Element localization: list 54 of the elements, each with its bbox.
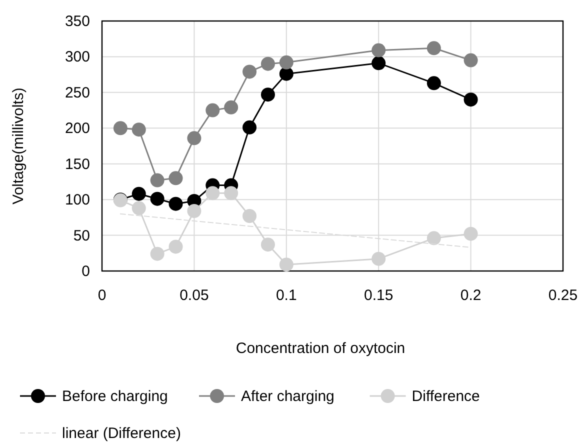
y-tick-label: 100	[64, 192, 90, 209]
x-tick-label: 0.1	[276, 287, 297, 304]
x-axis-title: Concentration of oxytocin	[236, 340, 406, 357]
y-tick-label: 350	[64, 13, 90, 30]
point	[113, 121, 128, 136]
y-axis-title: Voltage(millivolts)	[10, 88, 27, 204]
point	[132, 122, 146, 137]
y-tick-label: 300	[64, 48, 90, 66]
point	[464, 92, 478, 107]
point	[279, 55, 294, 70]
point	[168, 240, 183, 254]
y-tick-label: 0	[82, 263, 90, 280]
x-tick-label: 0	[98, 287, 106, 304]
point	[150, 192, 164, 206]
point	[279, 66, 294, 81]
point	[426, 41, 441, 56]
point	[168, 171, 183, 186]
point	[372, 252, 386, 266]
point	[168, 196, 183, 211]
x-tick-label: 0.05	[180, 287, 209, 304]
point	[464, 226, 478, 241]
y-tick-label: 150	[64, 156, 90, 173]
y-tick-label: 200	[64, 120, 90, 138]
legend-label: Before charging	[62, 388, 168, 405]
point	[206, 186, 220, 200]
point	[224, 100, 238, 114]
point	[260, 88, 275, 102]
x-tick-label: 0.15	[364, 287, 394, 304]
point	[426, 231, 441, 246]
point	[464, 53, 478, 68]
point	[242, 120, 257, 134]
point	[224, 186, 238, 200]
point	[150, 173, 164, 188]
legend-label: Difference	[412, 388, 480, 405]
x-tick-label: 0.25	[548, 287, 578, 304]
point	[187, 204, 202, 218]
point	[242, 209, 257, 223]
point	[426, 76, 441, 90]
point	[242, 64, 257, 79]
point	[260, 238, 275, 252]
point	[187, 131, 202, 146]
point	[372, 43, 386, 58]
point	[279, 258, 294, 272]
point	[372, 56, 386, 70]
y-tick-label: 250	[64, 84, 90, 102]
point	[132, 201, 146, 216]
x-tick-label: 0.2	[460, 287, 482, 304]
point	[260, 56, 275, 71]
legend-label: After charging	[241, 388, 334, 405]
legend-label: linear (Difference)	[62, 425, 181, 442]
point	[150, 246, 164, 261]
point	[206, 103, 220, 118]
y-tick-label: 50	[73, 227, 90, 244]
point	[132, 186, 146, 201]
